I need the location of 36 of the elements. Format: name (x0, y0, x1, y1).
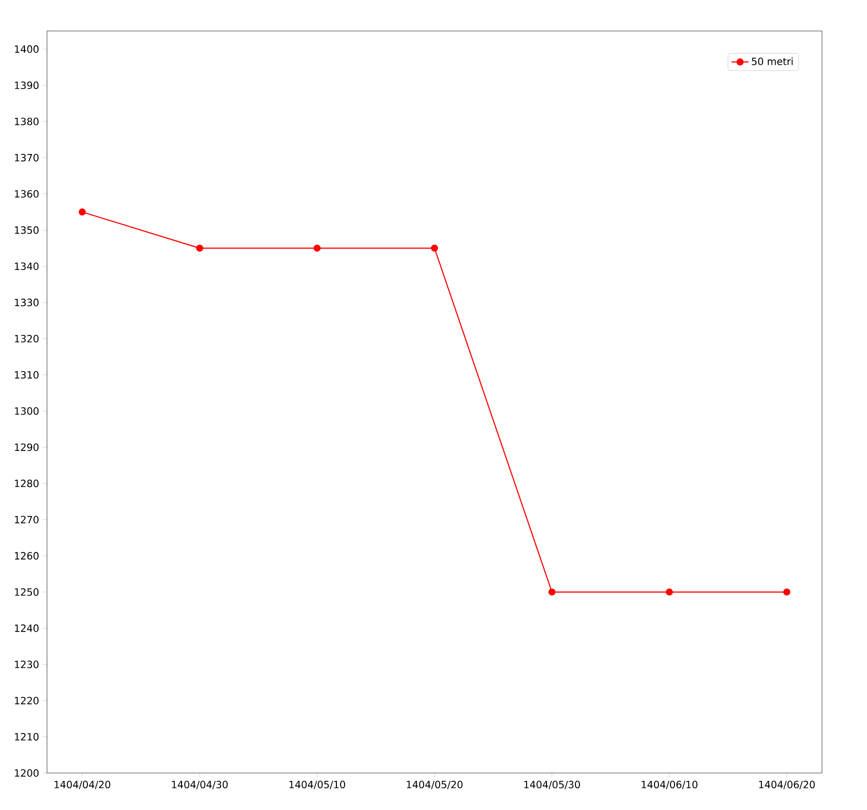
y-tick-label: 1210 (14, 733, 39, 741)
y-tick-label: 1200 (14, 769, 39, 777)
y-tick-label: 1250 (14, 588, 39, 596)
y-tick-label: 1340 (14, 262, 39, 270)
point (666, 588, 673, 596)
y-tick-label: 1400 (14, 45, 39, 53)
y-tick-label: 1280 (14, 480, 39, 488)
y-tick-label: 1230 (14, 660, 39, 668)
x-tick-label: 1404/05/10 (289, 780, 346, 790)
y-tick-label: 1330 (14, 298, 39, 306)
y-tick-label: 1380 (14, 118, 39, 126)
x-tick-label: 1404/04/30 (172, 780, 228, 790)
y-tick-label: 1310 (14, 371, 39, 379)
y-tick-label: 1220 (14, 696, 39, 704)
y-tick-label: 1260 (14, 552, 39, 560)
point (430, 244, 438, 252)
point (314, 244, 321, 252)
y-tick-label: 1270 (14, 516, 39, 524)
y-tick-label: 1350 (14, 226, 39, 234)
y-tick-label: 1360 (14, 190, 39, 198)
x-tick-label: 1404/05/30 (524, 780, 580, 790)
point (783, 588, 790, 596)
point (548, 588, 556, 596)
y-tick-label: 1240 (14, 624, 39, 632)
point (196, 244, 204, 252)
y-tick-label: 1290 (14, 443, 39, 452)
y-tick-label: 1390 (14, 82, 39, 90)
x-tick-label: 1404/04/20 (54, 780, 110, 790)
y-tick-label: 1300 (14, 407, 39, 415)
y-tick-label: 1370 (14, 154, 39, 162)
point (78, 208, 86, 216)
x-tick-label: 1404/06/10 (642, 780, 698, 790)
legend-label: 50 metri (752, 57, 793, 66)
x-tick-label: 1404/05/20 (406, 780, 463, 790)
y-tick-label: 1320 (14, 334, 39, 342)
x-tick-label: 1404/06/20 (759, 780, 815, 790)
